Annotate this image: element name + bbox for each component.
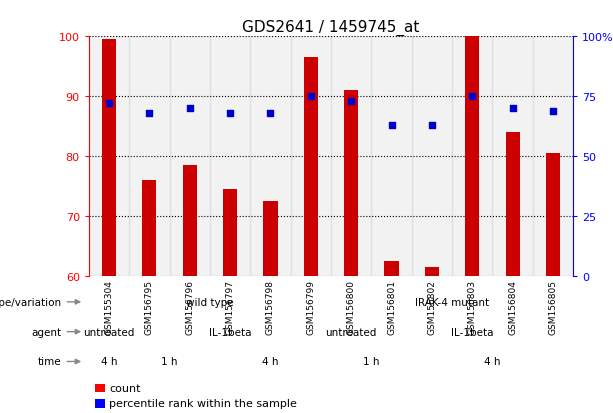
Text: wild type: wild type	[186, 297, 234, 307]
Bar	[89, 37, 129, 276]
Text: IL-1beta: IL-1beta	[209, 327, 251, 337]
Bar	[412, 37, 452, 276]
Bar	[250, 37, 291, 276]
Text: time: time	[38, 356, 62, 367]
Bar	[492, 37, 533, 276]
Bar	[304, 58, 318, 276]
Point	[387, 122, 397, 129]
Bar	[344, 91, 358, 276]
Text: count: count	[109, 383, 141, 393]
Bar	[384, 261, 398, 276]
Point	[185, 106, 195, 112]
Bar	[291, 37, 331, 276]
Text: percentile rank within the sample: percentile rank within the sample	[109, 399, 297, 408]
Title: GDS2641 / 1459745_at: GDS2641 / 1459745_at	[242, 20, 420, 36]
Bar	[183, 166, 197, 276]
Point	[548, 108, 558, 114]
Bar	[465, 37, 479, 276]
Text: untreated: untreated	[326, 327, 377, 337]
Bar	[546, 154, 560, 276]
Bar	[129, 37, 170, 276]
Point	[306, 94, 316, 100]
Point	[145, 110, 154, 117]
Bar	[533, 37, 573, 276]
Bar	[331, 37, 371, 276]
Bar	[371, 37, 412, 276]
Text: IRAK-4 mutant: IRAK-4 mutant	[415, 297, 489, 307]
Bar	[223, 190, 237, 276]
Bar	[264, 202, 278, 276]
Point	[346, 98, 356, 105]
Text: untreated: untreated	[83, 327, 135, 337]
Bar	[95, 384, 104, 392]
Point	[225, 110, 235, 117]
Text: agent: agent	[32, 327, 62, 337]
Text: genotype/variation: genotype/variation	[0, 297, 62, 307]
Bar	[452, 37, 492, 276]
Text: 1 h: 1 h	[161, 356, 178, 367]
Point	[427, 122, 437, 129]
Bar	[425, 267, 439, 276]
Point	[265, 110, 275, 117]
Text: 1 h: 1 h	[363, 356, 379, 367]
Point	[508, 106, 517, 112]
Text: IL-1beta: IL-1beta	[451, 327, 493, 337]
Bar	[170, 37, 210, 276]
Text: 4 h: 4 h	[101, 356, 117, 367]
Bar	[142, 180, 156, 276]
Point	[104, 101, 114, 107]
Bar	[506, 133, 520, 276]
Point	[467, 94, 477, 100]
Bar	[95, 399, 104, 408]
Bar	[102, 40, 116, 276]
Bar	[210, 37, 250, 276]
Text: 4 h: 4 h	[484, 356, 501, 367]
Text: 4 h: 4 h	[262, 356, 279, 367]
